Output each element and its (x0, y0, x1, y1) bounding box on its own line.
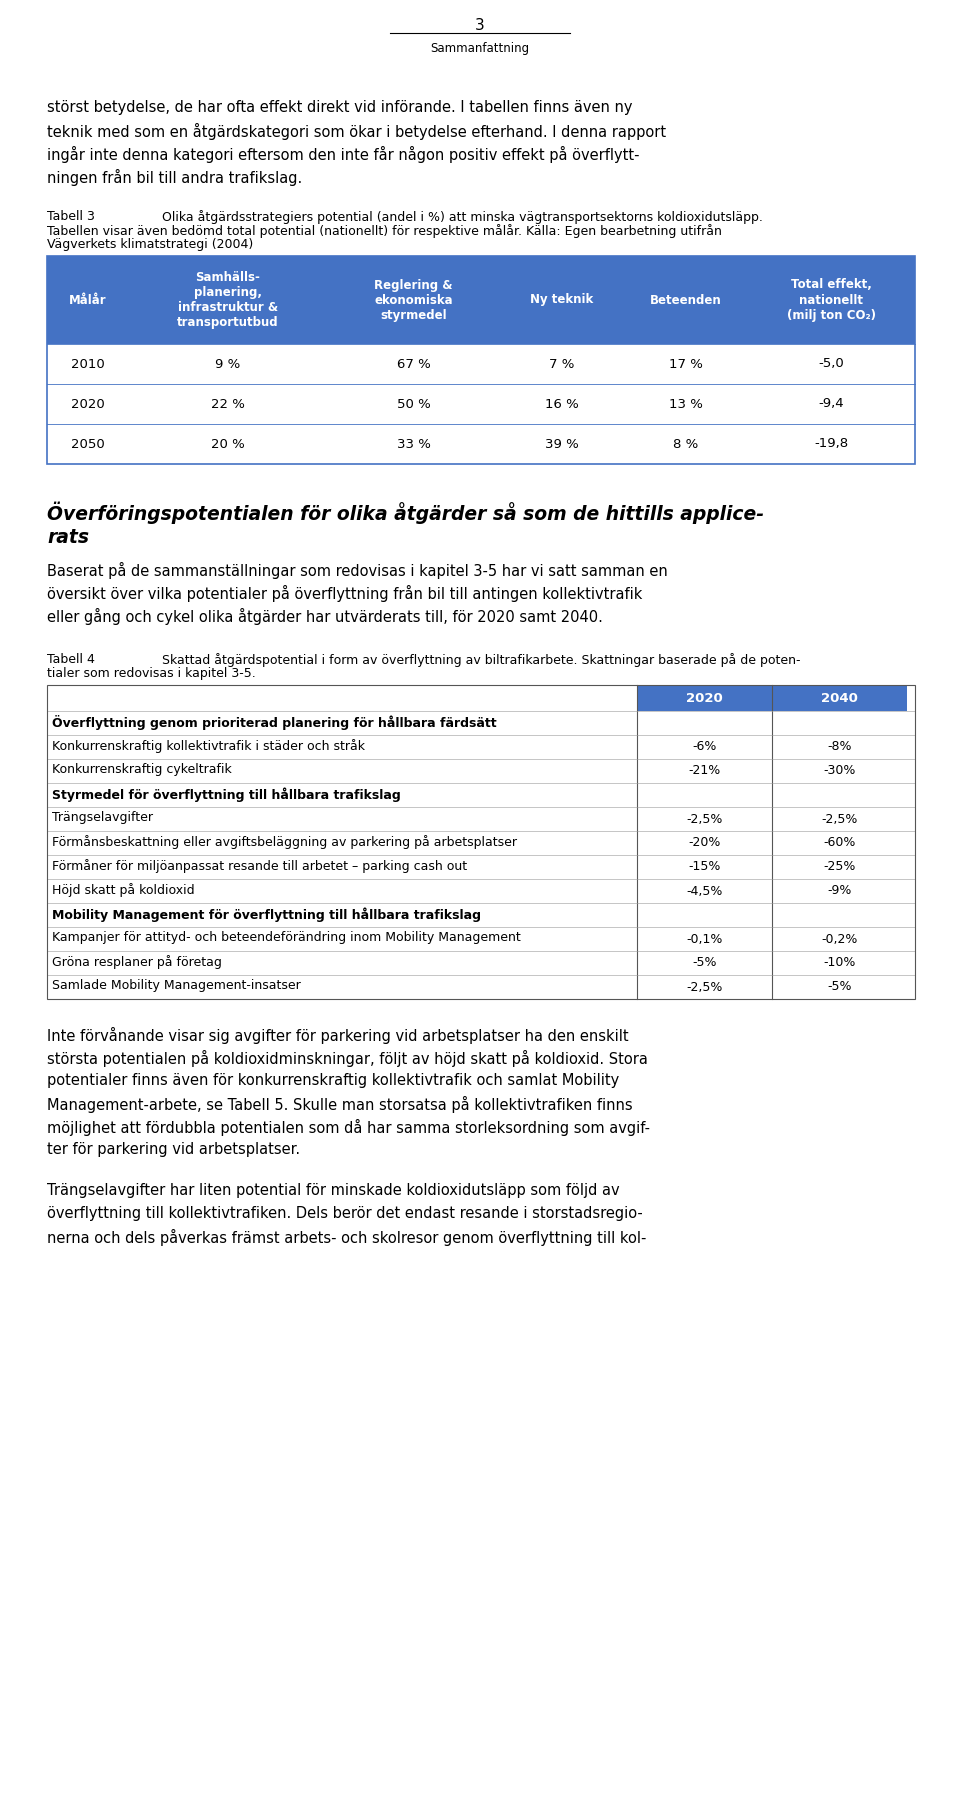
Text: Förmåner för miljöanpassat resande till arbetet – parking cash out: Förmåner för miljöanpassat resande till … (52, 860, 468, 872)
Text: Vägverkets klimatstrategi (2004): Vägverkets klimatstrategi (2004) (47, 239, 253, 251)
Text: ter för parkering vid arbetsplatser.: ter för parkering vid arbetsplatser. (47, 1142, 300, 1158)
Text: ingår inte denna kategori eftersom den inte får någon positiv effekt på överflyt: ingår inte denna kategori eftersom den i… (47, 145, 639, 163)
Text: 2020: 2020 (70, 397, 105, 411)
Text: 20 %: 20 % (211, 438, 245, 451)
Text: Samhälls-
planering,
infrastruktur &
transportutbud: Samhälls- planering, infrastruktur & tra… (177, 271, 278, 328)
Text: Höjd skatt på koldioxid: Höjd skatt på koldioxid (52, 883, 195, 898)
Text: -0,1%: -0,1% (686, 932, 723, 946)
Text: -5,0: -5,0 (819, 357, 844, 370)
Text: 16 %: 16 % (545, 397, 579, 411)
Text: 33 %: 33 % (396, 438, 430, 451)
Text: möjlighet att fördubbla potentialen som då har samma storleksordning som avgif-: möjlighet att fördubbla potentialen som … (47, 1118, 650, 1136)
Text: eller gång och cykel olika åtgärder har utvärderats till, för 2020 samt 2040.: eller gång och cykel olika åtgärder har … (47, 609, 603, 625)
Text: översikt över vilka potentialer på överflyttning från bil till antingen kollekti: översikt över vilka potentialer på överf… (47, 585, 642, 601)
Bar (47, 257, 915, 463)
Text: -60%: -60% (824, 836, 855, 849)
Text: Beteenden: Beteenden (650, 294, 722, 307)
Text: 9 %: 9 % (215, 357, 240, 370)
Text: Samlade Mobility Management-insatser: Samlade Mobility Management-insatser (52, 978, 300, 993)
Text: -5%: -5% (692, 957, 717, 969)
Text: 7 %: 7 % (549, 357, 574, 370)
Text: -20%: -20% (688, 836, 721, 849)
Text: 2010: 2010 (70, 357, 105, 370)
Text: tialer som redovisas i kapitel 3-5.: tialer som redovisas i kapitel 3-5. (47, 668, 255, 680)
Text: 50 %: 50 % (396, 397, 430, 411)
Text: Tabell 3: Tabell 3 (47, 210, 95, 223)
Text: rats: rats (47, 528, 89, 547)
Text: Inte förvånande visar sig avgifter för parkering vid arbetsplatser ha den enskil: Inte förvånande visar sig avgifter för p… (47, 1027, 629, 1045)
Text: -30%: -30% (824, 765, 855, 777)
Text: 13 %: 13 % (669, 397, 703, 411)
Text: -10%: -10% (824, 957, 855, 969)
Text: Olika åtgärdsstrategiers potential (andel i %) att minska vägtransportsektorns k: Olika åtgärdsstrategiers potential (ande… (162, 210, 763, 224)
Bar (637, 686, 907, 711)
Text: -15%: -15% (688, 860, 721, 874)
Text: teknik med som en åtgärdskategori som ökar i betydelse efterhand. I denna rappor: teknik med som en åtgärdskategori som ök… (47, 124, 666, 140)
Text: överflyttning till kollektivtrafiken. Dels berör det endast resande i storstadsr: överflyttning till kollektivtrafiken. De… (47, 1206, 643, 1221)
Text: -6%: -6% (692, 741, 717, 754)
Text: Överflyttning genom prioriterad planering för hållbara färdsätt: Överflyttning genom prioriterad planerin… (52, 714, 496, 731)
Text: 8 %: 8 % (673, 438, 699, 451)
Text: Reglering &
ekonomiska
styrmedel: Reglering & ekonomiska styrmedel (374, 278, 453, 321)
Text: Gröna resplaner på företag: Gröna resplaner på företag (52, 955, 222, 969)
Text: störst betydelse, de har ofta effekt direkt vid införande. I tabellen finns även: störst betydelse, de har ofta effekt dir… (47, 101, 633, 115)
Text: Trängselavgifter har liten potential för minskade koldioxidutsläpp som följd av: Trängselavgifter har liten potential för… (47, 1183, 619, 1197)
Text: ningen från bil till andra trafikslag.: ningen från bil till andra trafikslag. (47, 169, 302, 187)
Text: Trängselavgifter: Trängselavgifter (52, 811, 153, 824)
Text: -2,5%: -2,5% (686, 980, 723, 993)
Text: -8%: -8% (828, 741, 852, 754)
Text: 2040: 2040 (821, 691, 858, 704)
Text: -2,5%: -2,5% (822, 813, 857, 826)
Text: -2,5%: -2,5% (686, 813, 723, 826)
Text: 22 %: 22 % (210, 397, 245, 411)
Text: -19,8: -19,8 (814, 438, 849, 451)
Text: -21%: -21% (688, 765, 721, 777)
Text: 67 %: 67 % (396, 357, 430, 370)
Text: 17 %: 17 % (669, 357, 703, 370)
Text: 2050: 2050 (70, 438, 105, 451)
Text: -25%: -25% (824, 860, 855, 874)
Text: Konkurrenskraftig cykeltrafik: Konkurrenskraftig cykeltrafik (52, 763, 231, 775)
Bar (47, 257, 915, 345)
Text: 2020: 2020 (686, 691, 723, 704)
Text: Management-arbete, se Tabell 5. Skulle man storsatsa på kollektivtrafiken finns: Management-arbete, se Tabell 5. Skulle m… (47, 1097, 633, 1113)
Text: största potentialen på koldioxidminskningar, följt av höjd skatt på koldioxid. S: största potentialen på koldioxidminsknin… (47, 1050, 648, 1066)
Text: 3: 3 (475, 18, 485, 32)
Text: 39 %: 39 % (545, 438, 579, 451)
Text: Målår: Målår (68, 294, 107, 307)
Bar (47, 686, 915, 1000)
Text: -9,4: -9,4 (819, 397, 844, 411)
Text: Överföringspotentialen för olika åtgärder så som de hittills applice-: Överföringspotentialen för olika åtgärde… (47, 503, 764, 524)
Text: Sammanfattning: Sammanfattning (430, 41, 530, 56)
Text: potentialer finns även för konkurrenskraftig kollektivtrafik och samlat Mobility: potentialer finns även för konkurrenskra… (47, 1073, 619, 1088)
Text: Mobility Management för överflyttning till hållbara trafikslag: Mobility Management för överflyttning ti… (52, 906, 481, 921)
Text: nerna och dels påverkas främst arbets- och skolresor genom överflyttning till ko: nerna och dels påverkas främst arbets- o… (47, 1230, 646, 1246)
Text: Skattad åtgärdspotential i form av överflyttning av biltrafikarbete. Skattningar: Skattad åtgärdspotential i form av överf… (162, 653, 801, 668)
Text: Kampanjer för attityd- och beteendeförändring inom Mobility Management: Kampanjer för attityd- och beteendeförän… (52, 932, 520, 944)
Text: -0,2%: -0,2% (822, 932, 857, 946)
Text: Total effekt,
nationellt
(milj ton CO₂): Total effekt, nationellt (milj ton CO₂) (787, 278, 876, 321)
Text: Styrmedel för överflyttning till hållbara trafikslag: Styrmedel för överflyttning till hållbar… (52, 786, 400, 802)
Text: Tabell 4: Tabell 4 (47, 653, 95, 666)
Text: Ny teknik: Ny teknik (530, 294, 593, 307)
Text: Konkurrenskraftig kollektivtrafik i städer och stråk: Konkurrenskraftig kollektivtrafik i städ… (52, 740, 365, 752)
Text: -4,5%: -4,5% (686, 885, 723, 898)
Text: -9%: -9% (828, 885, 852, 898)
Text: Förmånsbeskattning eller avgiftsbeläggning av parkering på arbetsplatser: Förmånsbeskattning eller avgiftsbeläggni… (52, 835, 517, 849)
Text: Tabellen visar även bedömd total potential (nationellt) för respektive målår. Kä: Tabellen visar även bedömd total potenti… (47, 224, 722, 239)
Text: Baserat på de sammanställningar som redovisas i kapitel 3-5 har vi satt samman e: Baserat på de sammanställningar som redo… (47, 562, 668, 580)
Text: -5%: -5% (828, 980, 852, 993)
